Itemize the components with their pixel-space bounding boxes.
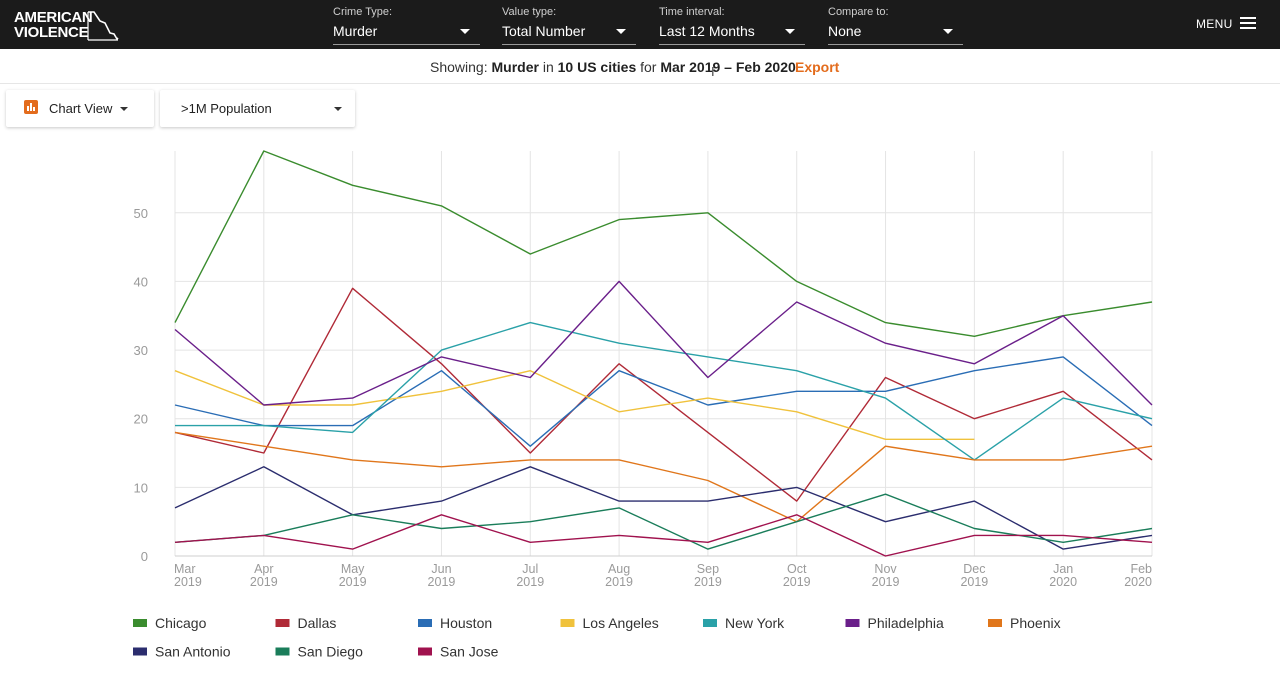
underline [659,44,805,45]
hamburger-icon [1240,17,1256,29]
x-tick-label: Nov 2019 [872,562,900,589]
showing-for: for [640,59,657,75]
legend-label: Chicago [155,615,207,631]
x-tick-label: Aug 2019 [605,562,633,589]
showing-crime: Murder [491,59,539,75]
time-interval-value: Last 12 Months [659,23,755,39]
crime-type-label: Crime Type: [333,6,393,18]
chart-view-dropdown[interactable]: Chart View [6,90,154,127]
legend-label: Houston [440,615,492,631]
chevron-down-icon [334,107,342,111]
underline [333,44,480,45]
legend-label: New York [725,615,785,631]
legend-swatch [275,619,290,627]
underline [502,44,636,45]
legend-label: San Diego [298,644,364,660]
bar-chart-icon [24,100,38,114]
legend-swatch [418,647,432,656]
x-tick-label: Sep 2019 [694,562,722,589]
legend-label: San Antonio [155,644,231,660]
showing-summary-bar: Showing: Murder in 10 US cities for Mar … [0,49,1280,84]
series-line-chicago [174,150,1153,337]
logo-line-1: AMERICAN [14,9,93,26]
series-line-los-angeles [174,370,975,440]
value-type-label: Value type: [502,6,557,18]
top-bar: AMERICAN VIOLENCE Crime Type: Murder Val… [0,0,1280,49]
legend-swatch [418,619,432,627]
series-line-phoenix [174,431,1153,523]
showing-in: in [542,59,554,75]
value-type-value: Total Number [502,23,586,39]
x-tick-label: Oct 2019 [783,562,811,589]
american-violence-logo[interactable]: AMERICAN VIOLENCE [14,9,124,43]
x-tick-label: Apr 2019 [250,562,278,589]
export-link[interactable]: Export [795,59,840,75]
value-type-select[interactable]: Value type: Total Number [502,5,636,45]
x-tick-label: Feb 2020 [1124,562,1152,589]
logo-chart-icon [87,11,119,41]
series-line-new-york [175,321,1153,461]
legend-swatch [133,647,147,656]
y-tick-label: 30 [134,343,148,358]
crime-type-value: Murder [333,23,378,39]
chevron-down-icon [460,29,470,34]
legend-label: San Jose [440,644,499,660]
murder-line-chart: 0 10 20 30 40 50 Mar 2019 Apr 2019 May 2019 Jun 2019 J… [133,150,1153,660]
y-tick-label: 0 [141,549,148,564]
legend-label: Dallas [298,615,337,631]
legend-swatch [988,619,1002,627]
time-interval-label: Time interval: [659,6,725,18]
x-tick-label: Jan 2020 [1049,562,1077,589]
compare-to-select[interactable]: Compare to: None [828,5,963,45]
y-tick-label: 40 [134,274,148,289]
legend-swatch [845,619,860,627]
legend-label: Los Angeles [583,615,659,631]
x-tick-label: Jun 2019 [428,562,456,589]
series-line-philadelphia [174,280,1153,406]
x-tick-label: Mar 2019 [174,562,202,589]
series-line-houston [174,356,1153,447]
chevron-down-icon [785,29,795,34]
population-filter-dropdown[interactable]: >1M Population [160,90,355,127]
y-tick-label: 50 [134,206,148,221]
chevron-down-icon [943,29,953,34]
x-tick-label: Jul 2019 [516,562,544,589]
time-interval-select[interactable]: Time interval: Last 12 Months [659,5,805,45]
x-tick-label: Dec 2019 [960,562,988,589]
showing-cities: 10 US cities [557,59,637,75]
legend-label: Phoenix [1010,615,1061,631]
x-tick-label: May 2019 [339,562,367,589]
compare-to-label: Compare to: [828,6,889,18]
menu-button[interactable]: MENU [1196,15,1256,33]
crime-type-select[interactable]: Crime Type: Murder [333,5,480,45]
chevron-down-icon [120,107,128,111]
text-cursor-icon: I [711,64,715,79]
underline [828,44,963,45]
showing-range: Mar 2019 – Feb 2020 [660,59,796,75]
chevron-down-icon [616,29,626,34]
logo-line-2: VIOLENCE [14,24,89,41]
legend-swatch [560,619,575,627]
showing-text: Showing: Murder in 10 US cities for Mar … [430,59,796,75]
series-line-san-jose [174,514,1153,557]
legend-swatch [133,619,147,627]
compare-to-value: None [828,23,862,39]
series-line-san-antonio [174,466,1153,550]
series-line-san-diego [174,493,1153,550]
y-tick-label: 20 [134,412,148,427]
legend-swatch [275,647,290,656]
y-tick-label: 10 [134,480,148,495]
chart-view-label: Chart View [49,101,113,116]
population-label: >1M Population [181,101,272,116]
menu-label: MENU [1196,17,1233,31]
showing-prefix: Showing: [430,59,488,75]
legend-label: Philadelphia [868,615,944,631]
legend-swatch [703,619,717,627]
series-line-dallas [174,287,1153,502]
